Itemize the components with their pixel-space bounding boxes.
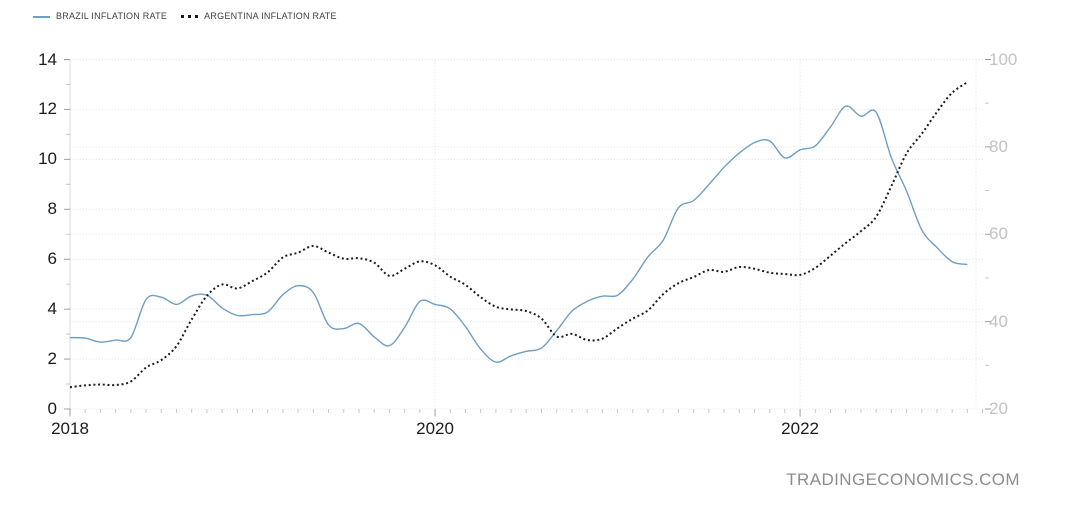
legend-item-brazil[interactable]: BRAZIL INFLATION RATE: [33, 11, 167, 21]
y-axis-right-label-40: 40: [989, 311, 1008, 331]
legend-label-brazil: BRAZIL INFLATION RATE: [56, 11, 168, 21]
y-axis-left-label-10: 10: [38, 149, 57, 169]
y-axis-right-label-80: 80: [989, 136, 1008, 156]
chart-legend: BRAZIL INFLATION RATE ARGENTINA INFLATIO…: [33, 11, 337, 21]
watermark: TRADINGECONOMICS.COM: [786, 470, 1020, 489]
legend-item-argentina[interactable]: ARGENTINA INFLATION RATE: [181, 11, 337, 21]
x-axis-label-2018: 2018: [51, 419, 89, 438]
y-axis-right-label-60: 60: [989, 224, 1008, 244]
y-axis-left-label-12: 12: [38, 99, 57, 119]
argentina-line-marker-icon: [181, 15, 199, 18]
legend-label-argentina: ARGENTINA INFLATION RATE: [204, 11, 337, 21]
y-axis-left-label-8: 8: [47, 199, 57, 219]
y-axis-right-label-20: 20: [989, 399, 1008, 418]
x-axis-label-2022: 2022: [781, 419, 819, 438]
y-axis-right-label-100: 100: [989, 49, 1018, 69]
y-axis-left-label-14: 14: [38, 49, 57, 69]
y-axis-left-label-0: 0: [47, 399, 57, 418]
y-axis-left-label-2: 2: [47, 349, 57, 369]
y-axis-left-label-6: 6: [47, 249, 57, 269]
x-axis-label-2020: 2020: [416, 419, 454, 438]
brazil-inflation-rate-line: [69, 105, 968, 363]
brazil-line-marker-icon: [33, 15, 50, 18]
y-axis-left-label-4: 4: [47, 299, 57, 319]
